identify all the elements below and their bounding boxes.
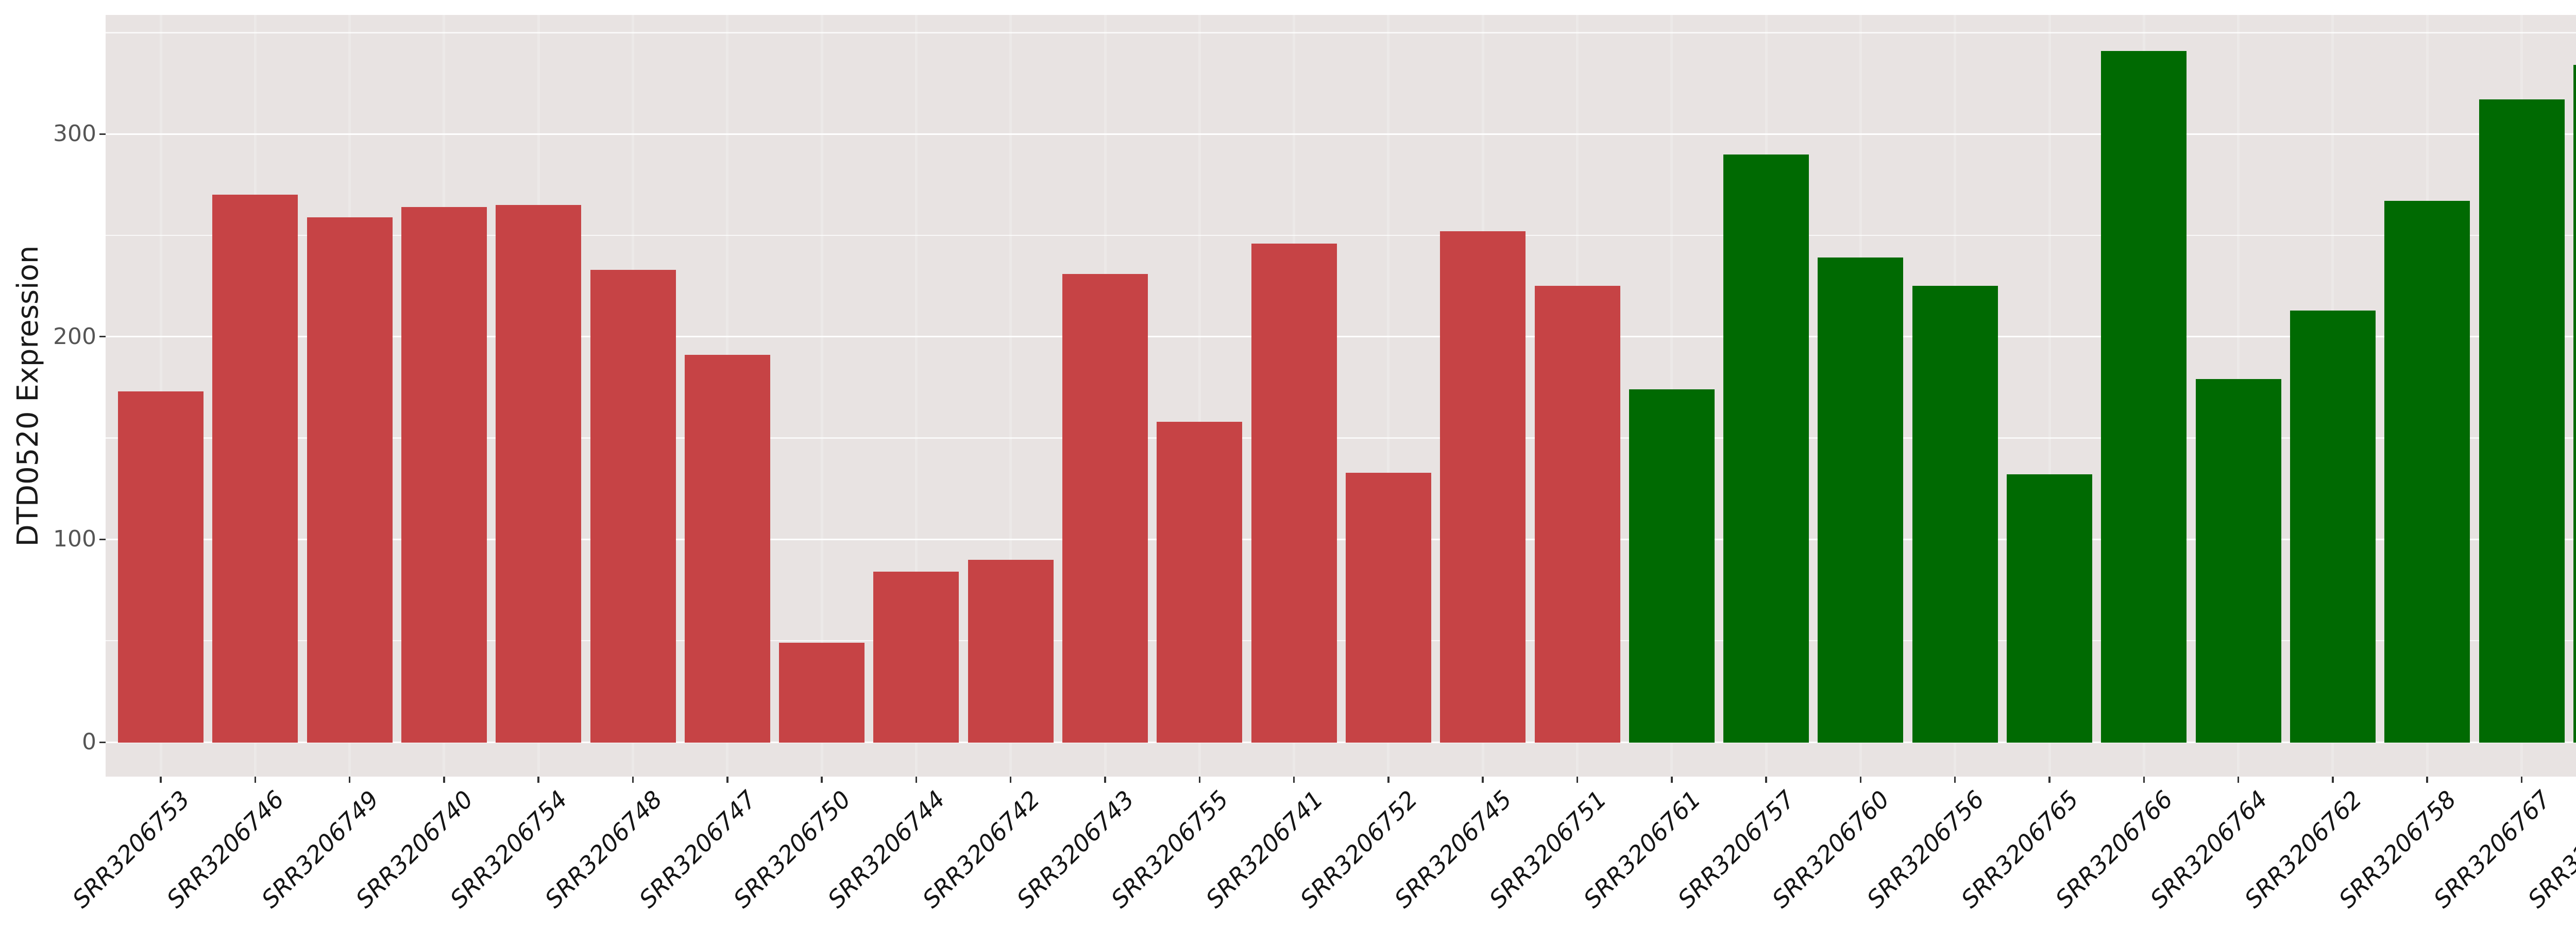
gridline-vertical — [1009, 15, 1012, 777]
x-tick-mark — [2520, 777, 2523, 783]
x-tick-mark — [1009, 777, 1012, 783]
bar-SRR3206753 — [118, 391, 204, 743]
bar-SRR3206752 — [1345, 472, 1431, 743]
x-tick-mark — [1765, 777, 1767, 783]
bar-SRR3206740 — [401, 207, 487, 743]
x-tick-mark — [254, 777, 257, 783]
x-tick-mark — [348, 777, 351, 783]
gridline-vertical — [1387, 15, 1390, 777]
bar-SRR3206764 — [2195, 379, 2281, 743]
y-tick-mark — [99, 741, 106, 743]
bar-SRR3206745 — [1440, 231, 1526, 743]
bar-SRR3206742 — [968, 559, 1054, 743]
x-tick-mark — [915, 777, 918, 783]
gridline-vertical — [1198, 15, 1201, 777]
x-tick-mark — [2426, 777, 2428, 783]
bar-SRR3206766 — [2101, 50, 2187, 743]
bar-SRR3206743 — [1062, 273, 1148, 743]
x-tick-mark — [1482, 777, 1484, 783]
x-tick-mark — [160, 777, 162, 783]
y-tick-label: 100 — [53, 526, 96, 553]
x-tick-mark — [537, 777, 539, 783]
bar-SRR3206757 — [1723, 154, 1809, 743]
bar-SRR3206750 — [779, 643, 865, 743]
gridline-vertical — [820, 15, 823, 777]
gridline-horizontal-minor — [106, 437, 2576, 439]
bar-SRR3206755 — [1157, 422, 1243, 743]
bar-SRR3206767 — [2479, 99, 2565, 743]
gridline-horizontal-major — [106, 133, 2576, 135]
x-tick-mark — [1859, 777, 1862, 783]
x-tick-mark — [1576, 777, 1579, 783]
gridline-vertical — [914, 15, 918, 777]
bar-SRR3206758 — [2384, 201, 2470, 743]
bar-SRR3206756 — [1912, 286, 1998, 743]
gridline-horizontal-minor — [106, 32, 2576, 33]
bar-SRR3206761 — [1629, 389, 1715, 743]
gridline-horizontal-major — [106, 336, 2576, 338]
gridline-horizontal-minor — [106, 234, 2576, 236]
bar-SRR3206762 — [2290, 310, 2376, 743]
bar-SRR3206760 — [1818, 258, 1904, 743]
bar-SRR3206744 — [873, 572, 959, 743]
x-tick-mark — [1671, 777, 1673, 783]
gridline-horizontal-major — [106, 538, 2576, 540]
x-tick-mark — [1104, 777, 1106, 783]
y-tick-label: 300 — [53, 121, 96, 147]
x-tick-mark — [726, 777, 728, 783]
x-tick-mark — [443, 777, 445, 783]
x-tick-mark — [1198, 777, 1201, 783]
x-tick-mark — [1293, 777, 1295, 783]
gridline-vertical — [2048, 15, 2051, 777]
y-tick-mark — [99, 133, 106, 135]
bar-SRR3206746 — [212, 195, 298, 743]
bar-SRR3206754 — [496, 204, 582, 743]
x-tick-mark — [2237, 777, 2240, 783]
bar-SRR3206748 — [590, 269, 676, 743]
y-axis-label: DTD0520 Expression — [11, 245, 45, 547]
x-tick-mark — [1954, 777, 1956, 783]
bar-SRR3206749 — [307, 217, 393, 743]
x-tick-mark — [2332, 777, 2334, 783]
x-tick-mark — [821, 777, 823, 783]
bar-SRR3206765 — [2007, 474, 2092, 743]
x-tick-mark — [1387, 777, 1389, 783]
gridline-horizontal-minor — [106, 640, 2576, 642]
bar-SRR3206747 — [684, 355, 770, 743]
x-tick-mark — [632, 777, 634, 783]
gridline-horizontal-major — [106, 741, 2576, 743]
bar-SRR3206751 — [1534, 286, 1620, 743]
y-tick-mark — [99, 538, 106, 540]
bar-SRR3206759 — [2573, 65, 2576, 743]
y-tick-label: 0 — [82, 729, 96, 755]
x-tick-mark — [2048, 777, 2050, 783]
bar-SRR3206741 — [1251, 243, 1337, 743]
x-tick-mark — [2143, 777, 2145, 783]
y-tick-mark — [99, 336, 106, 338]
y-tick-label: 200 — [53, 323, 96, 350]
